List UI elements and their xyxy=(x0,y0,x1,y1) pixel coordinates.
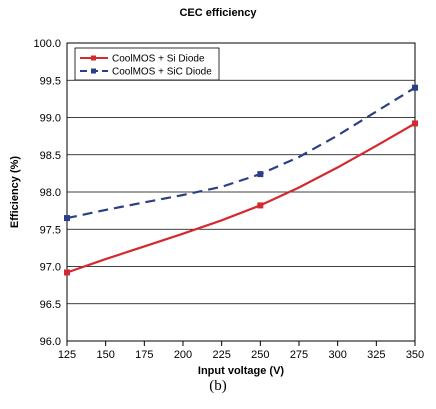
x-tick-label: 350 xyxy=(406,349,424,361)
figure-caption: (b) xyxy=(209,378,227,394)
series-2-point xyxy=(412,84,418,91)
x-tick-label: 250 xyxy=(251,349,269,361)
legend-label-1: CoolMOS + Si Diode xyxy=(112,54,205,65)
legend-box xyxy=(74,47,220,81)
y-axis-label: Efficiency (%) xyxy=(9,156,21,228)
x-tick-label: 300 xyxy=(328,349,346,361)
y-tick-label: 96.5 xyxy=(40,299,61,311)
legend-marker-2 xyxy=(91,68,96,74)
y-tick-label: 97.5 xyxy=(40,224,61,236)
y-tick-label: 98.0 xyxy=(40,187,61,199)
y-tick-label: 99.5 xyxy=(40,75,61,87)
x-tick-label: 225 xyxy=(212,349,230,361)
series-line-1 xyxy=(66,122,416,274)
y-tick-label: 100.0 xyxy=(33,38,61,50)
y-tick-label: 97.0 xyxy=(40,262,61,274)
legend-label-2: CoolMOS + SiC Diode xyxy=(112,67,212,78)
y-tick-label: 96.0 xyxy=(40,336,61,348)
y-tick-label: 99.0 xyxy=(40,113,61,125)
series-2-point xyxy=(257,171,264,178)
x-tick-label: 275 xyxy=(290,349,308,361)
x-tick-label: 200 xyxy=(174,349,192,361)
legend-marker-1 xyxy=(91,55,96,61)
y-tick-label: 98.5 xyxy=(40,150,61,162)
series-1-point xyxy=(257,202,264,209)
x-tick-label: 125 xyxy=(58,349,76,361)
chart-title: CEC efficiency xyxy=(179,7,257,19)
series-1-point xyxy=(412,120,418,127)
series-line-2 xyxy=(66,86,416,220)
x-tick-label: 175 xyxy=(135,349,153,361)
x-tick-label: 150 xyxy=(96,349,114,361)
series-1-point xyxy=(64,269,70,276)
x-tick-label: 325 xyxy=(367,349,385,361)
x-axis-label: Input voltage (V) xyxy=(198,365,285,377)
series-2-point xyxy=(64,215,70,222)
plot-frame xyxy=(66,42,416,342)
